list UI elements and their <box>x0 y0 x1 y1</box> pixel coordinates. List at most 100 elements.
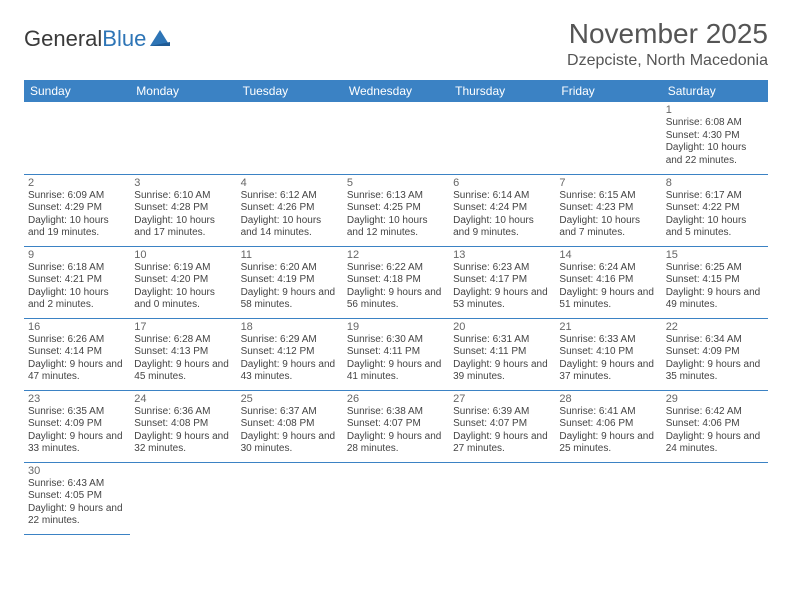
calendar-cell: 3Sunrise: 6:10 AMSunset: 4:28 PMDaylight… <box>130 174 236 246</box>
day-number: 27 <box>453 393 551 405</box>
day-number: 8 <box>666 177 764 189</box>
day-number: 30 <box>28 465 126 477</box>
day-number: 1 <box>666 104 764 116</box>
day-info: Sunrise: 6:19 AMSunset: 4:20 PMDaylight:… <box>134 262 232 312</box>
calendar-cell: 25Sunrise: 6:37 AMSunset: 4:08 PMDayligh… <box>237 390 343 462</box>
calendar-cell: 28Sunrise: 6:41 AMSunset: 4:06 PMDayligh… <box>555 390 661 462</box>
calendar-cell: 30Sunrise: 6:43 AMSunset: 4:05 PMDayligh… <box>24 462 130 534</box>
day-info: Sunrise: 6:12 AMSunset: 4:26 PMDaylight:… <box>241 190 339 240</box>
calendar-cell: 29Sunrise: 6:42 AMSunset: 4:06 PMDayligh… <box>662 390 768 462</box>
logo: GeneralBlue <box>24 26 172 52</box>
day-info: Sunrise: 6:34 AMSunset: 4:09 PMDaylight:… <box>666 334 764 384</box>
logo-text-blue: Blue <box>102 26 146 52</box>
calendar-cell: 13Sunrise: 6:23 AMSunset: 4:17 PMDayligh… <box>449 246 555 318</box>
logo-text-general: General <box>24 26 102 52</box>
day-info: Sunrise: 6:30 AMSunset: 4:11 PMDaylight:… <box>347 334 445 384</box>
calendar-cell-empty <box>449 462 555 534</box>
day-info: Sunrise: 6:29 AMSunset: 4:12 PMDaylight:… <box>241 334 339 384</box>
day-number: 28 <box>559 393 657 405</box>
calendar-row: 1Sunrise: 6:08 AMSunset: 4:30 PMDaylight… <box>24 102 768 174</box>
calendar-cell: 21Sunrise: 6:33 AMSunset: 4:10 PMDayligh… <box>555 318 661 390</box>
calendar-cell: 1Sunrise: 6:08 AMSunset: 4:30 PMDaylight… <box>662 102 768 174</box>
day-header-friday: Friday <box>555 80 661 102</box>
day-info: Sunrise: 6:23 AMSunset: 4:17 PMDaylight:… <box>453 262 551 312</box>
day-info: Sunrise: 6:41 AMSunset: 4:06 PMDaylight:… <box>559 406 657 456</box>
day-number: 11 <box>241 249 339 261</box>
day-info: Sunrise: 6:38 AMSunset: 4:07 PMDaylight:… <box>347 406 445 456</box>
calendar-cell: 22Sunrise: 6:34 AMSunset: 4:09 PMDayligh… <box>662 318 768 390</box>
calendar-cell: 12Sunrise: 6:22 AMSunset: 4:18 PMDayligh… <box>343 246 449 318</box>
day-number: 25 <box>241 393 339 405</box>
day-info: Sunrise: 6:25 AMSunset: 4:15 PMDaylight:… <box>666 262 764 312</box>
day-info: Sunrise: 6:09 AMSunset: 4:29 PMDaylight:… <box>28 190 126 240</box>
calendar-cell: 11Sunrise: 6:20 AMSunset: 4:19 PMDayligh… <box>237 246 343 318</box>
calendar-cell: 7Sunrise: 6:15 AMSunset: 4:23 PMDaylight… <box>555 174 661 246</box>
calendar-cell: 17Sunrise: 6:28 AMSunset: 4:13 PMDayligh… <box>130 318 236 390</box>
calendar-cell: 8Sunrise: 6:17 AMSunset: 4:22 PMDaylight… <box>662 174 768 246</box>
calendar-cell-empty <box>555 102 661 174</box>
calendar-cell: 5Sunrise: 6:13 AMSunset: 4:25 PMDaylight… <box>343 174 449 246</box>
calendar-cell: 14Sunrise: 6:24 AMSunset: 4:16 PMDayligh… <box>555 246 661 318</box>
day-number: 20 <box>453 321 551 333</box>
day-info: Sunrise: 6:28 AMSunset: 4:13 PMDaylight:… <box>134 334 232 384</box>
calendar-cell: 10Sunrise: 6:19 AMSunset: 4:20 PMDayligh… <box>130 246 236 318</box>
day-number: 14 <box>559 249 657 261</box>
day-number: 26 <box>347 393 445 405</box>
day-number: 21 <box>559 321 657 333</box>
day-number: 7 <box>559 177 657 189</box>
calendar-cell-empty <box>555 462 661 534</box>
day-info: Sunrise: 6:20 AMSunset: 4:19 PMDaylight:… <box>241 262 339 312</box>
day-info: Sunrise: 6:31 AMSunset: 4:11 PMDaylight:… <box>453 334 551 384</box>
day-header-tuesday: Tuesday <box>237 80 343 102</box>
calendar-body: 1Sunrise: 6:08 AMSunset: 4:30 PMDaylight… <box>24 102 768 534</box>
day-number: 15 <box>666 249 764 261</box>
day-info: Sunrise: 6:39 AMSunset: 4:07 PMDaylight:… <box>453 406 551 456</box>
calendar-cell: 26Sunrise: 6:38 AMSunset: 4:07 PMDayligh… <box>343 390 449 462</box>
calendar-cell: 18Sunrise: 6:29 AMSunset: 4:12 PMDayligh… <box>237 318 343 390</box>
day-info: Sunrise: 6:33 AMSunset: 4:10 PMDaylight:… <box>559 334 657 384</box>
calendar-row: 9Sunrise: 6:18 AMSunset: 4:21 PMDaylight… <box>24 246 768 318</box>
day-number: 23 <box>28 393 126 405</box>
day-info: Sunrise: 6:10 AMSunset: 4:28 PMDaylight:… <box>134 190 232 240</box>
day-info: Sunrise: 6:37 AMSunset: 4:08 PMDaylight:… <box>241 406 339 456</box>
calendar-cell-empty <box>343 462 449 534</box>
day-info: Sunrise: 6:43 AMSunset: 4:05 PMDaylight:… <box>28 478 126 528</box>
day-info: Sunrise: 6:42 AMSunset: 4:06 PMDaylight:… <box>666 406 764 456</box>
day-number: 22 <box>666 321 764 333</box>
calendar-row: 2Sunrise: 6:09 AMSunset: 4:29 PMDaylight… <box>24 174 768 246</box>
day-number: 2 <box>28 177 126 189</box>
day-header-saturday: Saturday <box>662 80 768 102</box>
calendar-cell: 24Sunrise: 6:36 AMSunset: 4:08 PMDayligh… <box>130 390 236 462</box>
day-number: 29 <box>666 393 764 405</box>
day-info: Sunrise: 6:13 AMSunset: 4:25 PMDaylight:… <box>347 190 445 240</box>
calendar-cell: 4Sunrise: 6:12 AMSunset: 4:26 PMDaylight… <box>237 174 343 246</box>
day-info: Sunrise: 6:26 AMSunset: 4:14 PMDaylight:… <box>28 334 126 384</box>
calendar-cell-empty <box>130 102 236 174</box>
day-info: Sunrise: 6:35 AMSunset: 4:09 PMDaylight:… <box>28 406 126 456</box>
calendar-cell-empty <box>130 462 236 534</box>
day-info: Sunrise: 6:14 AMSunset: 4:24 PMDaylight:… <box>453 190 551 240</box>
day-number: 9 <box>28 249 126 261</box>
calendar-cell-empty <box>237 462 343 534</box>
day-number: 3 <box>134 177 232 189</box>
calendar-cell: 23Sunrise: 6:35 AMSunset: 4:09 PMDayligh… <box>24 390 130 462</box>
day-info: Sunrise: 6:24 AMSunset: 4:16 PMDaylight:… <box>559 262 657 312</box>
page-title: November 2025 <box>567 18 768 50</box>
calendar-cell: 16Sunrise: 6:26 AMSunset: 4:14 PMDayligh… <box>24 318 130 390</box>
calendar-cell: 15Sunrise: 6:25 AMSunset: 4:15 PMDayligh… <box>662 246 768 318</box>
calendar-cell-empty <box>343 102 449 174</box>
day-info: Sunrise: 6:22 AMSunset: 4:18 PMDaylight:… <box>347 262 445 312</box>
calendar-row: 23Sunrise: 6:35 AMSunset: 4:09 PMDayligh… <box>24 390 768 462</box>
calendar-row: 16Sunrise: 6:26 AMSunset: 4:14 PMDayligh… <box>24 318 768 390</box>
calendar-cell: 2Sunrise: 6:09 AMSunset: 4:29 PMDaylight… <box>24 174 130 246</box>
calendar-cell: 19Sunrise: 6:30 AMSunset: 4:11 PMDayligh… <box>343 318 449 390</box>
title-block: November 2025 Dzepciste, North Macedonia <box>567 18 768 70</box>
calendar-cell-empty <box>449 102 555 174</box>
day-number: 13 <box>453 249 551 261</box>
calendar-cell-empty <box>24 102 130 174</box>
day-header-monday: Monday <box>130 80 236 102</box>
calendar-table: SundayMondayTuesdayWednesdayThursdayFrid… <box>24 80 768 535</box>
day-number: 6 <box>453 177 551 189</box>
day-number: 10 <box>134 249 232 261</box>
day-number: 12 <box>347 249 445 261</box>
